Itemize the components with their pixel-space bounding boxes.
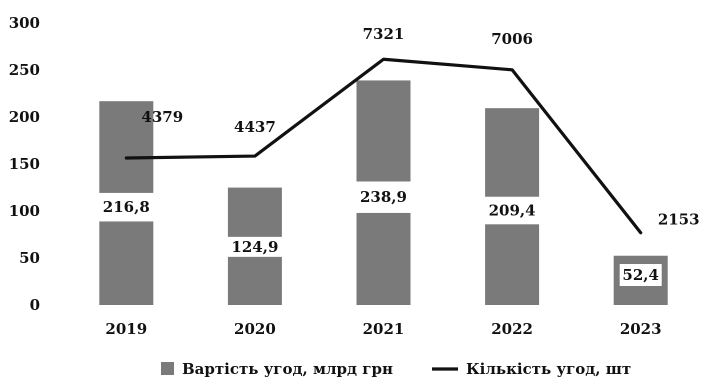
bar-value-label: 52,4 [622,266,659,284]
y-tick-label: 50 [19,249,40,267]
bar [99,221,154,305]
bar [99,101,154,193]
x-tick-label: 2019 [105,320,147,338]
bar-value-label: 124,9 [231,238,278,256]
x-tick-label: 2021 [363,320,405,338]
line-value-label: 7321 [363,25,405,43]
y-tick-label: 300 [9,14,40,32]
bar [356,212,411,305]
bar-value-label: 216,8 [103,198,150,216]
bar [356,80,411,182]
line-value-label: 4379 [141,108,183,126]
y-tick-label: 100 [9,202,40,220]
y-tick-label: 200 [9,108,40,126]
bar-label-box [619,264,662,286]
y-tick-label: 250 [9,61,40,79]
bar [485,224,540,305]
y-tick-label: 0 [30,296,40,314]
bar-value-label: 209,4 [489,202,536,220]
line-value-label: 4437 [234,118,276,136]
bar [227,187,282,237]
bar-value-label: 238,9 [360,188,407,206]
y-tick-label: 150 [9,155,40,173]
x-tick-label: 2020 [234,320,276,338]
series-line [124,57,643,235]
legend-label-bar: Вартість угод, млрд грн [182,360,393,378]
line-value-label: 7006 [491,30,533,48]
x-tick-label: 2022 [491,320,533,338]
line-value-label: 2153 [658,211,700,229]
legend-swatch-bar [161,362,174,375]
bar [227,256,282,305]
legend-label-line: Кількість угод, шт [466,360,631,378]
x-tick-label: 2023 [620,320,662,338]
bar [485,108,540,197]
